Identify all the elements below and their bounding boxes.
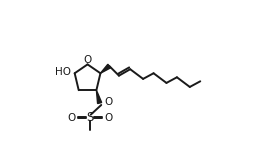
Text: S: S (86, 111, 94, 124)
Text: O: O (104, 97, 113, 107)
Polygon shape (100, 64, 111, 73)
Text: O: O (83, 55, 92, 65)
Text: HO: HO (55, 67, 71, 77)
Text: O: O (68, 113, 76, 123)
Polygon shape (97, 90, 102, 104)
Text: O: O (104, 113, 112, 123)
